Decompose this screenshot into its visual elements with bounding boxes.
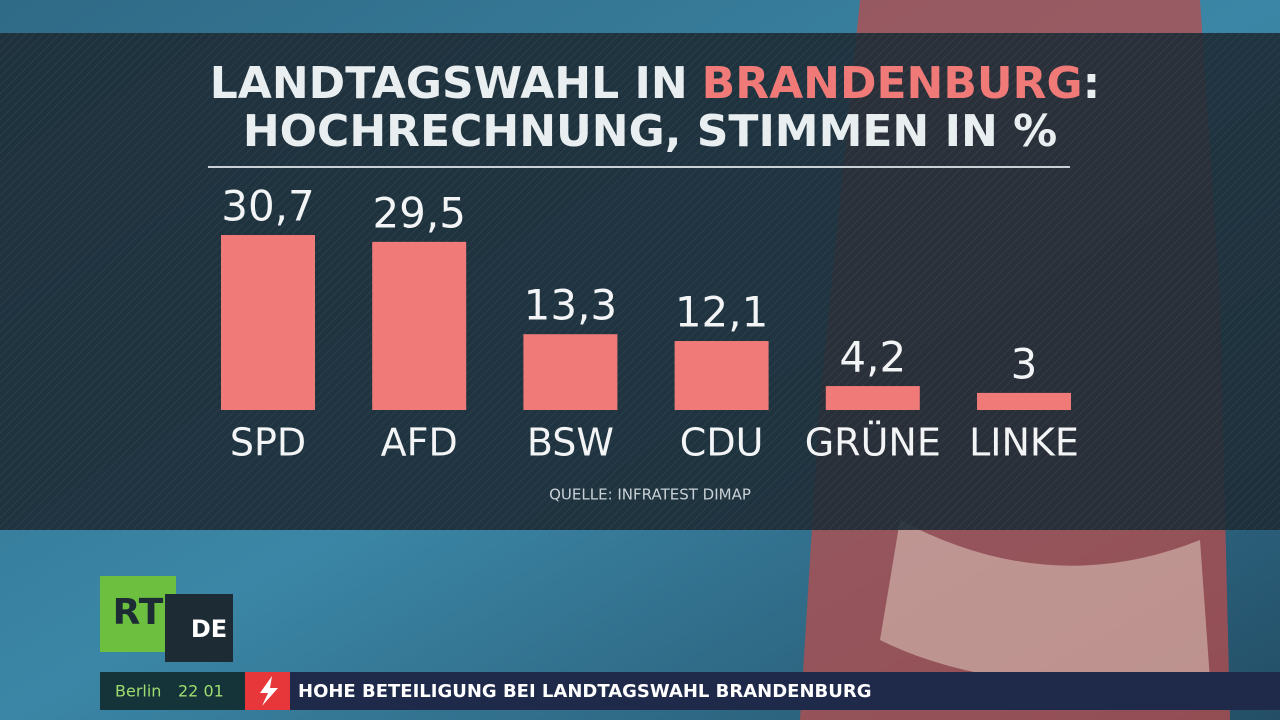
- bar: [221, 235, 315, 410]
- flash-icon: [260, 676, 278, 706]
- logo-sub: DE: [191, 615, 227, 643]
- category-label: LINKE: [969, 421, 1079, 465]
- value-label: 12,1: [675, 288, 769, 337]
- title-highlight: BRANDENBURG: [702, 58, 1083, 109]
- logo-main: RT: [113, 592, 164, 633]
- value-label: 30,7: [221, 182, 315, 231]
- bar: [825, 386, 920, 410]
- category-label: CDU: [680, 421, 764, 465]
- bar: [674, 341, 769, 410]
- bar: [372, 241, 467, 410]
- value-label: 4,2: [839, 333, 906, 382]
- panel-texture: [0, 33, 1280, 530]
- logo-sub-box: [165, 594, 233, 662]
- title-part: LANDTAGSWAHL IN: [210, 58, 688, 109]
- logo-box: [100, 576, 176, 652]
- ticker-headline: HOHE BETEILIGUNG BEI LANDTAGSWAHL BRANDE…: [298, 681, 872, 702]
- chart-title: LANDTAGSWAHL IN BRANDENBURG:: [210, 58, 1100, 109]
- category-label: GRÜNE: [805, 421, 941, 465]
- title-part: :: [1083, 58, 1101, 109]
- ticker-bar: [290, 672, 1280, 710]
- ticker-clock-box: [100, 672, 245, 710]
- value-label: 13,3: [524, 281, 618, 330]
- chart-subtitle: HOCHRECHNUNG, STIMMEN IN %: [243, 106, 1057, 157]
- bar: [523, 334, 618, 410]
- ticker-city: Berlin: [115, 682, 161, 701]
- ticker-time: 22 01: [178, 682, 224, 701]
- source: QUELLE: INFRATEST DIMAP: [549, 486, 751, 504]
- category-label: AFD: [381, 421, 458, 465]
- bar: [977, 392, 1071, 410]
- value-label: 3: [1011, 339, 1038, 388]
- value-label: 29,5: [372, 188, 466, 237]
- category-label: BSW: [527, 421, 614, 465]
- emblem-detail: [880, 520, 1210, 685]
- category-label: SPD: [230, 421, 306, 465]
